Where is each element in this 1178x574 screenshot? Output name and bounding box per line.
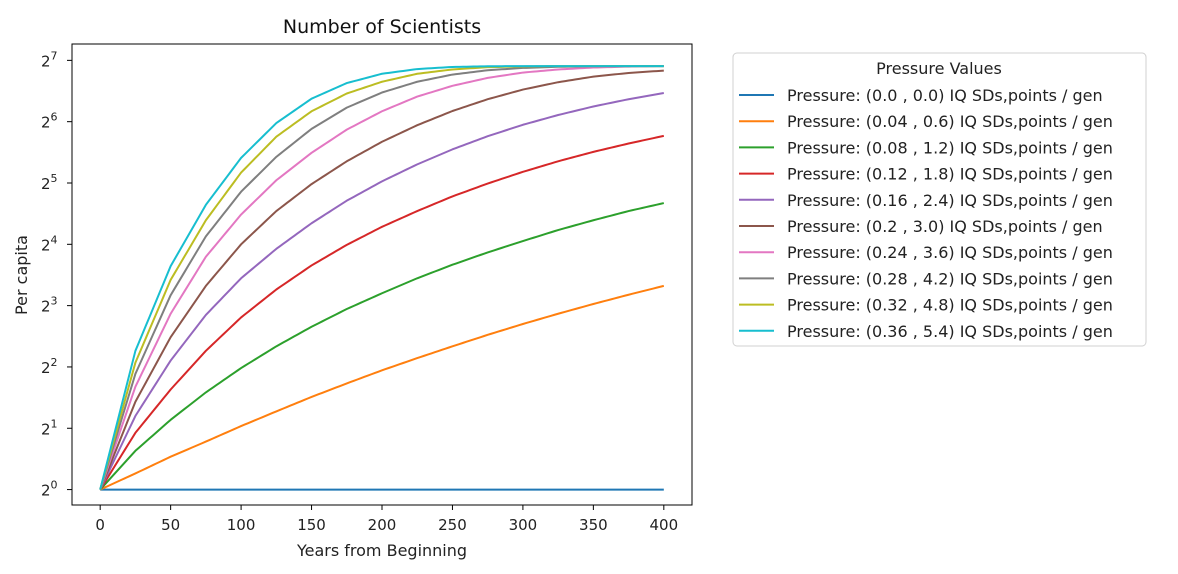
- x-axis: 0 50 100 150 200 250 300 350 400: [95, 505, 678, 534]
- series-lines: [99, 65, 665, 491]
- x-tick-label: 100: [227, 516, 256, 534]
- y-axis: 20 21 22 23 24 25 26 27: [41, 49, 72, 500]
- series-line-4: [99, 92, 664, 491]
- y-tick-label: 21: [41, 417, 58, 438]
- legend-label-5: Pressure: (0.2 , 3.0) IQ SDs,points / ge…: [787, 217, 1103, 236]
- x-tick-label: 0: [95, 516, 105, 534]
- y-tick-label: 20: [41, 479, 58, 500]
- legend: Pressure Values Pressure: (0.0 , 0.0) IQ…: [732, 52, 1147, 347]
- series-line-5: [99, 69, 664, 490]
- legend-label-2: Pressure: (0.08 , 1.2) IQ SDs,points / g…: [787, 138, 1113, 157]
- series-line-9: [99, 65, 664, 490]
- y-tick-label: 27: [41, 49, 58, 70]
- y-tick-label: 25: [41, 172, 58, 193]
- series-line-3: [99, 134, 665, 491]
- legend-label-7: Pressure: (0.28 , 4.2) IQ SDs,points / g…: [787, 269, 1113, 288]
- legend-items: Pressure: (0.0 , 0.0) IQ SDs,points / ge…: [739, 86, 1113, 341]
- y-tick-label: 26: [41, 111, 58, 132]
- series-line-2: [99, 202, 665, 491]
- x-tick-label: 150: [297, 516, 326, 534]
- series-line-7: [99, 65, 664, 490]
- x-tick-label: 50: [161, 516, 180, 534]
- x-tick-label: 200: [368, 516, 397, 534]
- legend-label-9: Pressure: (0.36 , 5.4) IQ SDs,points / g…: [787, 322, 1113, 341]
- chart-title: Number of Scientists: [283, 16, 481, 38]
- legend-label-8: Pressure: (0.32 , 4.8) IQ SDs,points / g…: [787, 296, 1113, 315]
- legend-label-0: Pressure: (0.0 , 0.0) IQ SDs,points / ge…: [787, 86, 1103, 105]
- series-line-1: [99, 284, 665, 491]
- y-axis-label: Per capita: [12, 235, 31, 315]
- y-tick-label: 23: [41, 295, 58, 316]
- legend-label-4: Pressure: (0.16 , 2.4) IQ SDs,points / g…: [787, 191, 1113, 210]
- x-axis-label: Years from Beginning: [296, 541, 467, 560]
- plot-frame: [71, 43, 693, 506]
- legend-title: Pressure Values: [876, 59, 1002, 78]
- y-tick-label: 24: [41, 233, 58, 254]
- y-tick-label: 22: [41, 356, 58, 377]
- x-tick-label: 400: [649, 516, 678, 534]
- x-tick-label: 350: [579, 516, 608, 534]
- legend-label-3: Pressure: (0.12 , 1.8) IQ SDs,points / g…: [787, 165, 1113, 184]
- legend-label-1: Pressure: (0.04 , 0.6) IQ SDs,points / g…: [787, 112, 1113, 131]
- series-line-8: [99, 65, 664, 490]
- series-line-6: [99, 65, 664, 490]
- legend-box: [732, 52, 1147, 347]
- x-tick-label: 300: [509, 516, 538, 534]
- x-tick-label: 250: [438, 516, 467, 534]
- legend-label-6: Pressure: (0.24 , 3.6) IQ SDs,points / g…: [787, 243, 1113, 262]
